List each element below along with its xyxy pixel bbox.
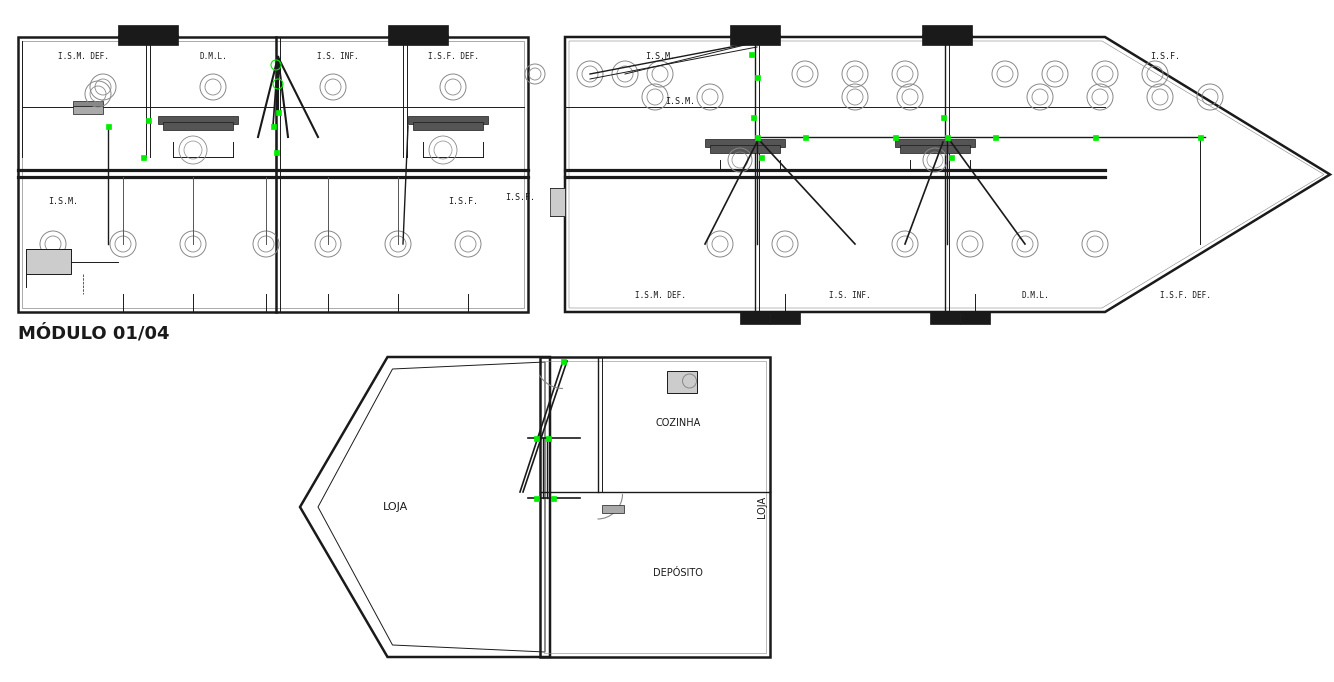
Bar — [930, 311, 960, 324]
Bar — [388, 25, 448, 37]
Text: I.S. INF.: I.S. INF. — [317, 52, 359, 61]
Bar — [602, 505, 624, 513]
Bar — [140, 155, 145, 160]
Bar — [751, 115, 755, 119]
Bar — [1198, 134, 1202, 140]
Bar — [540, 357, 770, 657]
Bar — [145, 117, 151, 123]
Text: I.S. INF.: I.S. INF. — [830, 291, 871, 300]
Bar — [922, 25, 972, 37]
Bar — [73, 106, 103, 114]
Text: LOJA: LOJA — [756, 496, 767, 518]
Bar — [770, 311, 800, 324]
Bar — [25, 249, 71, 274]
Bar — [940, 115, 946, 119]
Bar — [803, 134, 807, 140]
Text: I.S.F.: I.S.F. — [1150, 52, 1181, 61]
Bar — [105, 123, 111, 128]
Text: I.S.M. DEF.: I.S.M. DEF. — [635, 291, 686, 300]
Text: COZINHA: COZINHA — [655, 418, 700, 428]
Bar — [534, 436, 539, 441]
Bar — [948, 155, 954, 160]
Text: MÓDULO 01/04: MÓDULO 01/04 — [17, 324, 169, 342]
Bar — [544, 361, 766, 653]
Bar — [667, 371, 696, 393]
Bar — [388, 35, 448, 45]
Bar — [755, 134, 759, 140]
Text: I.S.F. DEF.: I.S.F. DEF. — [1159, 291, 1210, 300]
Bar — [17, 37, 528, 312]
Text: DEPÓSITO: DEPÓSITO — [654, 568, 703, 578]
Bar — [1093, 134, 1098, 140]
Text: I.S.F. DEF.: I.S.F. DEF. — [428, 52, 479, 61]
Text: LOJA: LOJA — [383, 502, 408, 512]
Text: D.M.L.: D.M.L. — [1021, 291, 1049, 300]
Bar — [276, 110, 280, 115]
Bar — [922, 35, 972, 45]
Bar — [710, 145, 780, 153]
Bar — [551, 496, 555, 501]
Text: I.S.M.: I.S.M. — [48, 198, 77, 207]
Bar — [163, 122, 233, 130]
Text: I.S.M. DEF.: I.S.M. DEF. — [57, 52, 108, 61]
Bar — [157, 116, 237, 124]
Bar — [117, 25, 177, 37]
Text: I.S.M.: I.S.M. — [646, 52, 675, 61]
Bar — [960, 311, 990, 324]
Bar — [560, 359, 566, 364]
Bar — [748, 52, 754, 57]
Text: D.M.L.: D.M.L. — [199, 52, 227, 61]
Bar — [892, 134, 898, 140]
Bar — [730, 25, 780, 37]
Bar — [408, 116, 488, 124]
Bar — [534, 496, 539, 501]
Bar — [117, 35, 177, 45]
Bar — [759, 155, 763, 160]
Text: I.S.F.: I.S.F. — [506, 192, 535, 201]
Bar — [21, 41, 524, 308]
Bar — [992, 134, 998, 140]
Bar — [895, 139, 975, 147]
Bar — [755, 74, 759, 80]
Bar — [740, 311, 770, 324]
Bar — [546, 436, 551, 441]
Text: I.S.M.: I.S.M. — [666, 98, 695, 106]
Bar — [944, 134, 950, 140]
Bar — [550, 188, 566, 216]
Bar — [704, 139, 784, 147]
Bar — [73, 101, 103, 106]
Bar — [414, 122, 483, 130]
Text: I.S.F.: I.S.F. — [448, 198, 478, 207]
Bar — [730, 35, 780, 45]
Bar — [273, 149, 279, 155]
Bar — [900, 145, 970, 153]
Bar — [271, 123, 276, 128]
